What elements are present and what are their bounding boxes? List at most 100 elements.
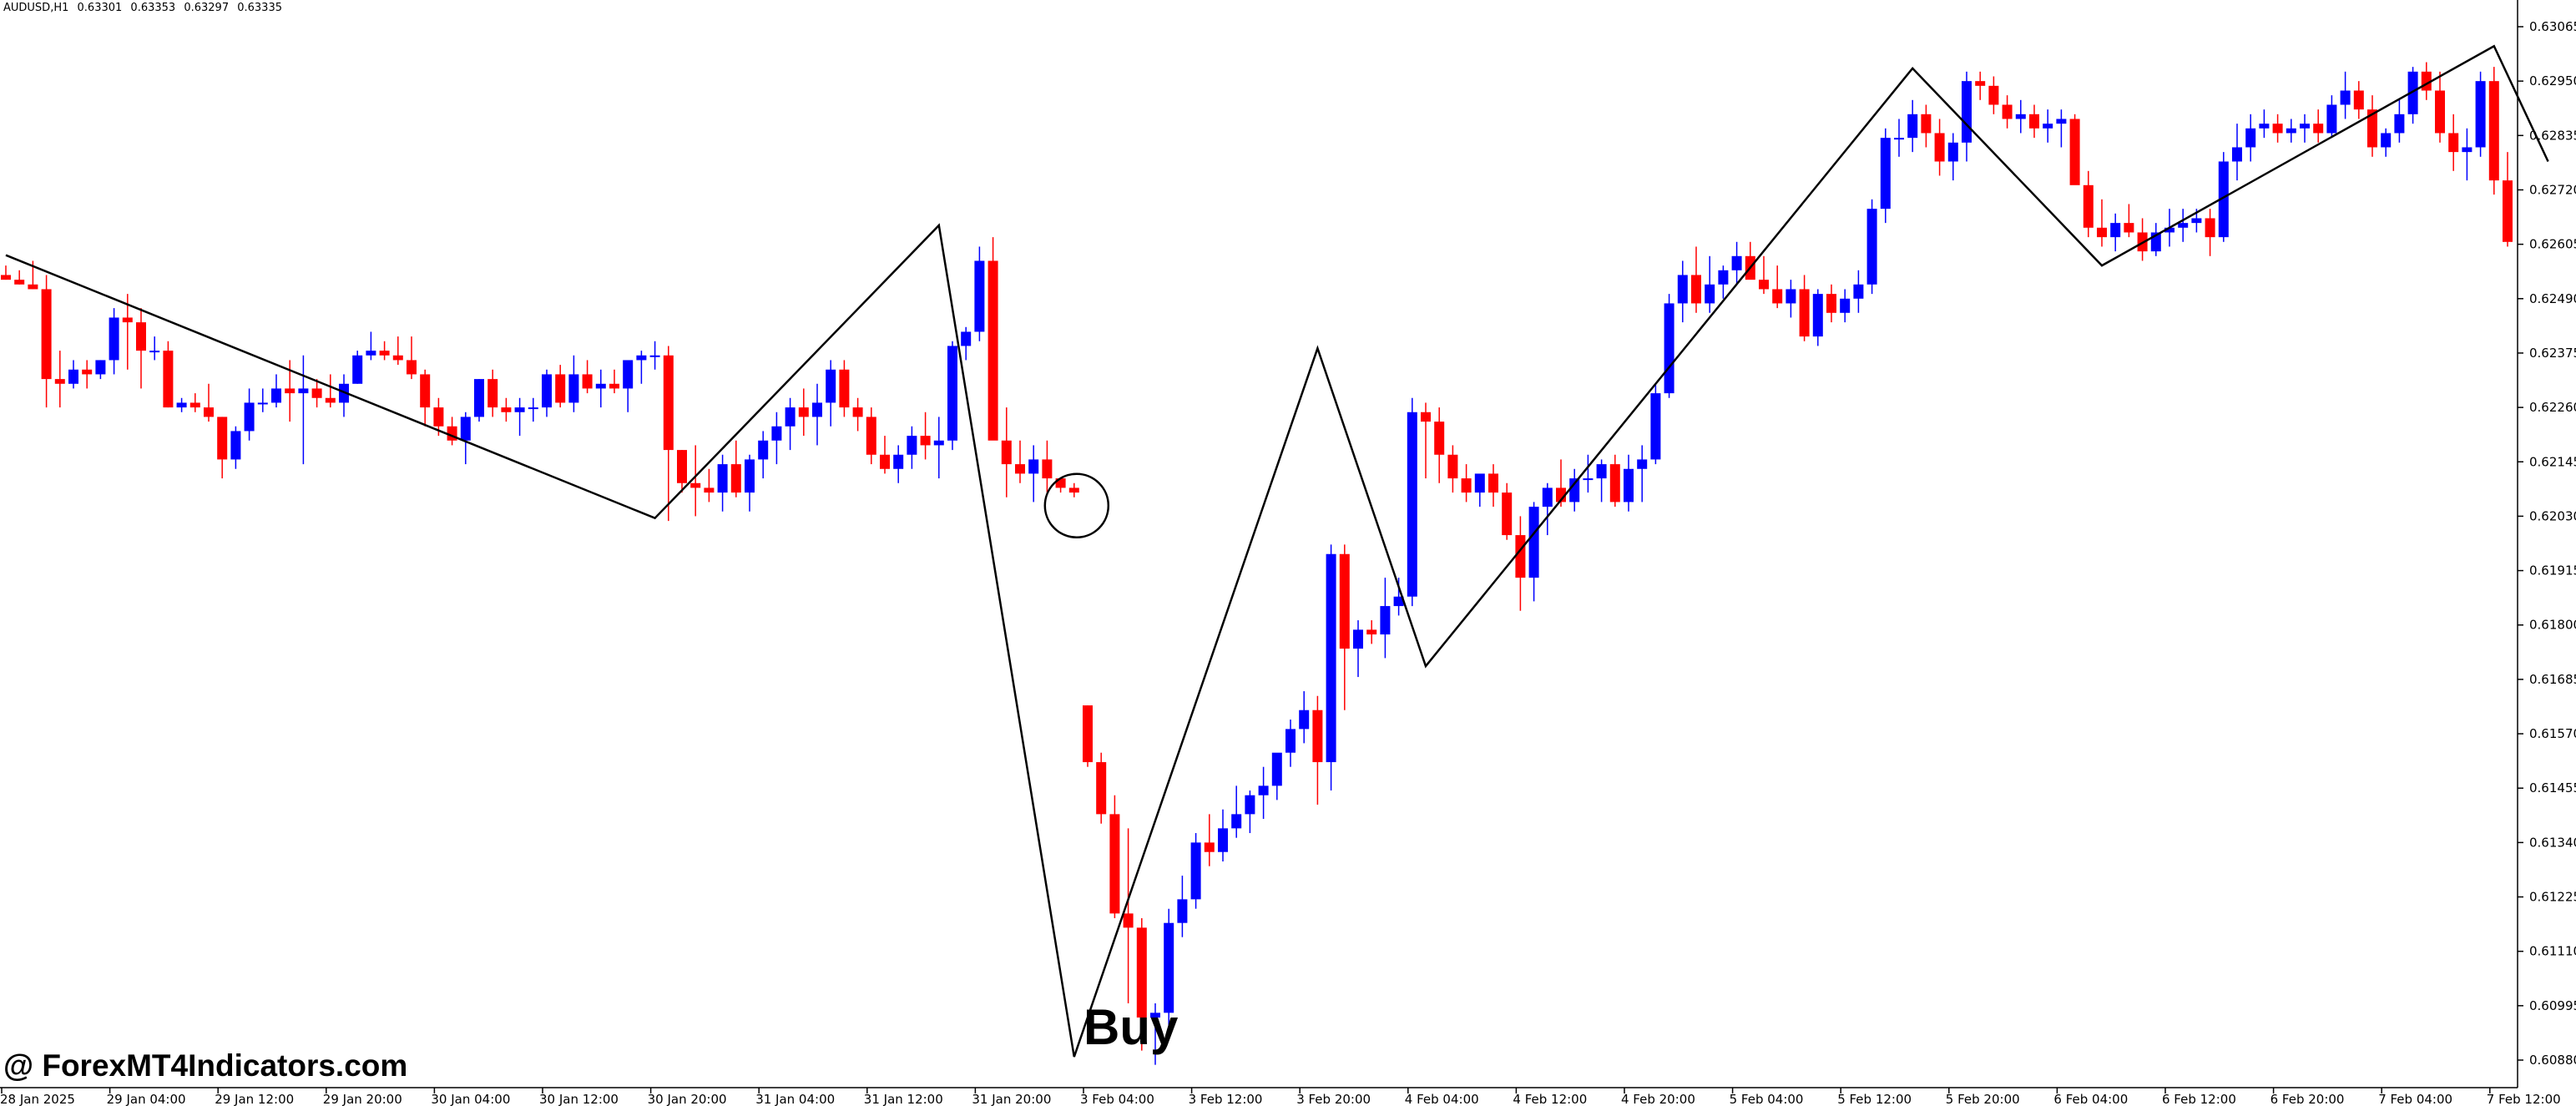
candles-layer <box>1 62 2513 1065</box>
candle <box>2488 67 2499 195</box>
candle <box>2448 114 2459 171</box>
candle-body <box>1312 710 1323 763</box>
candle-body <box>1326 553 1336 763</box>
candle <box>1434 407 1445 483</box>
time-tick-label: 4 Feb 04:00 <box>1405 1092 1479 1106</box>
candle-body <box>311 388 322 398</box>
candle-body <box>1285 729 1296 753</box>
candle <box>1109 795 1120 919</box>
candle <box>244 388 255 441</box>
candle <box>1799 275 1810 341</box>
candle-body <box>1907 114 1918 139</box>
candle <box>339 374 349 417</box>
candle-body <box>1015 464 1025 474</box>
candle-body <box>204 407 214 417</box>
candle-body <box>1542 487 1553 508</box>
candle-body <box>271 388 281 403</box>
candle-body <box>2259 124 2270 129</box>
candle-body <box>1583 478 1594 481</box>
candle-body <box>285 388 295 394</box>
candle <box>54 351 65 408</box>
candle-body <box>677 450 687 483</box>
candle-body <box>1366 629 1377 635</box>
candle <box>2394 99 2405 143</box>
candle-body <box>690 482 701 488</box>
candle <box>2272 114 2283 143</box>
price-tick-label: 0.62605 <box>2529 237 2576 252</box>
candle-body <box>2069 119 2080 185</box>
candle-body <box>1123 913 1134 928</box>
candle <box>1353 620 1363 678</box>
candle <box>136 308 146 389</box>
candle <box>460 412 471 465</box>
candle-body <box>420 374 431 408</box>
candle <box>1339 544 1350 710</box>
candle <box>623 360 634 412</box>
time-tick-label: 29 Jan 20:00 <box>323 1092 402 1106</box>
candle <box>2353 81 2364 119</box>
candle <box>1015 440 1025 483</box>
candle-body <box>2448 133 2459 153</box>
candle-body <box>230 431 241 460</box>
candle-body <box>176 402 187 408</box>
candle <box>95 360 106 380</box>
candle-body <box>2124 223 2134 233</box>
candle-body <box>2394 114 2405 134</box>
candle-body <box>2326 104 2337 134</box>
candle <box>528 397 538 422</box>
candle-body <box>2381 133 2392 148</box>
candle-body <box>987 260 998 441</box>
candle <box>1907 99 1918 153</box>
candle-body <box>907 436 917 455</box>
candle <box>893 445 904 483</box>
candle-body <box>933 440 944 446</box>
candle-body <box>1177 899 1188 923</box>
candle-body <box>514 407 525 412</box>
candle <box>961 326 972 361</box>
candle <box>1299 691 1310 744</box>
candle <box>1853 270 1864 313</box>
price-tick-label: 0.62950 <box>2529 73 2576 88</box>
candle-body <box>1393 596 1404 607</box>
candle <box>704 468 715 502</box>
candle <box>1691 246 1701 313</box>
candle <box>230 426 241 469</box>
candle-body <box>501 407 512 412</box>
candle-body <box>54 379 65 384</box>
candle-body <box>826 369 836 403</box>
candle-body <box>1164 922 1174 1013</box>
candle <box>1921 104 1932 148</box>
candle <box>785 397 796 451</box>
price-tick-label: 0.62375 <box>2529 346 2576 361</box>
candle <box>474 379 484 422</box>
candle <box>122 294 133 370</box>
ohlc-open: 0.63301 <box>77 2 123 14</box>
candle-body <box>325 397 336 403</box>
time-tick-label: 3 Feb 12:00 <box>1189 1092 1263 1106</box>
candle-body <box>1136 927 1147 1018</box>
price-tick-label: 0.61800 <box>2529 618 2576 633</box>
candle-body <box>392 355 403 361</box>
time-tick-label: 28 Jan 2025 <box>0 1092 75 1106</box>
candle-body <box>595 383 606 389</box>
candle <box>555 365 566 408</box>
candle-body <box>2462 147 2472 153</box>
candle-body <box>1407 412 1417 597</box>
candle-body <box>1637 459 1648 469</box>
zigzag-line <box>5 44 2549 1058</box>
candle-body <box>880 454 890 469</box>
candle-body <box>352 355 363 384</box>
candle-body <box>95 360 106 375</box>
candle-body <box>1299 710 1310 730</box>
ohlc-high: 0.63353 <box>130 2 176 14</box>
candle-body <box>1826 294 1836 313</box>
candle-body <box>1947 142 1958 162</box>
candle <box>920 412 931 460</box>
candle-body <box>758 440 769 460</box>
candle-body <box>1474 473 1485 493</box>
candle-body <box>1759 280 1769 290</box>
candle <box>1136 918 1147 1051</box>
candle <box>866 407 876 465</box>
